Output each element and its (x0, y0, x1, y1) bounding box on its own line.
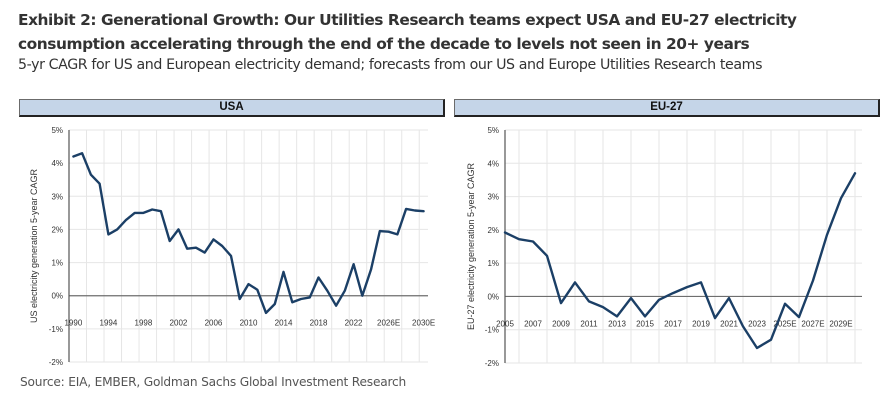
usa-panel-header: USA (19, 99, 445, 117)
x-tick-label: 2022 (345, 319, 363, 328)
x-tick-label: 2027E (801, 319, 824, 328)
y-tick-label: 5% (487, 126, 499, 135)
y-tick-label: 3% (51, 192, 63, 201)
x-tick-label: 2021 (720, 319, 738, 328)
y-tick-label: -1% (485, 326, 499, 335)
x-tick-label: 2002 (170, 319, 188, 328)
y-tick-label: 2% (51, 225, 63, 234)
y-tick-label: 0% (487, 292, 499, 301)
x-tick-label: 2023 (748, 319, 766, 328)
x-tick-label: 2010 (240, 319, 258, 328)
x-tick-label: 2025E (773, 319, 796, 328)
usa-chart: -2% -1% 0% 1% 2% 3% 4% 5% 1990 1994 1998 2002 2006 20… (29, 126, 435, 367)
y-tick-label: 5% (51, 126, 63, 135)
y-axis-title: US electricity generation 5-year CAGR (29, 168, 39, 323)
x-tick-label: 2019 (692, 319, 710, 328)
x-tick-label: 1998 (135, 319, 153, 328)
y-tick-label: 1% (487, 259, 499, 268)
x-tick-label: 2014 (275, 319, 293, 328)
x-tick-label: 2018 (310, 319, 328, 328)
y-tick-label: 4% (51, 159, 63, 168)
eu-panel-header: EU-27 (454, 99, 880, 117)
x-tick-label: 2026E (377, 319, 400, 328)
x-tick-label: 2017 (664, 319, 682, 328)
eu-chart: -2% -1% 0% 1% 2% 3% 4% 5% 2005 2007 2009 2011 2013 20… (466, 126, 862, 368)
exhibit-subtitle: 5-yr CAGR for US and European electricit… (18, 57, 763, 73)
exhibit-title: Exhibit 2: Generational Growth: Our Util… (18, 11, 797, 53)
series-line (503, 172, 857, 350)
source-note: Source: EIA, EMBER, Goldman Sachs Global… (20, 375, 407, 389)
y-axis-title: EU-27 electricity generation 5-year CAGR (466, 162, 476, 330)
x-tick-label: 1994 (100, 319, 118, 328)
x-tick-label: 2029E (829, 319, 852, 328)
y-tick-label: 2% (487, 226, 499, 235)
x-tick-label: 2007 (524, 319, 542, 328)
x-tick-label: 2006 (205, 319, 223, 328)
y-tick-label: 1% (51, 259, 63, 268)
y-tick-label: 3% (487, 193, 499, 202)
x-tick-label: 2009 (552, 319, 570, 328)
y-tick-label: -1% (49, 325, 63, 334)
x-tick-label: 2015 (636, 319, 654, 328)
y-tick-label: -2% (49, 358, 63, 367)
series-line (72, 151, 425, 315)
x-tick-label: 2030E (412, 319, 435, 328)
y-tick-label: 0% (51, 292, 63, 301)
y-tick-label: -2% (485, 359, 499, 368)
x-tick-label: 2011 (580, 319, 598, 328)
x-tick-label: 2013 (608, 319, 626, 328)
x-tick-label: 2005 (496, 319, 514, 328)
x-tick-label: 1990 (64, 319, 82, 328)
y-tick-label: 4% (487, 159, 499, 168)
